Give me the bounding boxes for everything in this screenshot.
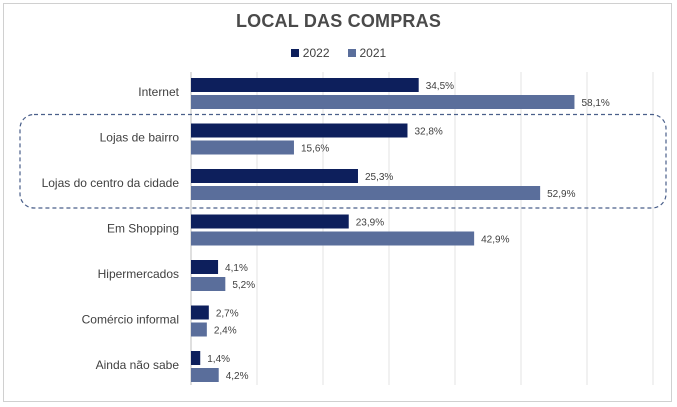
bar-2021: [191, 322, 207, 337]
bar-2022: [191, 169, 358, 183]
bar-2021: [191, 95, 575, 109]
category-label: Comércio informal: [82, 313, 179, 327]
legend-swatch-2021: [347, 49, 356, 57]
bar-2022: [191, 260, 219, 274]
category-label: Lojas de bairro: [100, 131, 180, 145]
bar-2022: [191, 214, 349, 229]
data-label: 23,9%: [356, 218, 384, 229]
bar-2022: [191, 351, 201, 365]
bar-2022: [191, 123, 408, 138]
bar-2021: [191, 186, 541, 200]
category-label: Ainda não sabe: [96, 358, 180, 372]
category-label: Lojas do centro da cidade: [42, 176, 180, 190]
bar-2021: [191, 140, 294, 155]
data-label: 34,5%: [426, 81, 454, 92]
legend-label-2021: 2021: [359, 46, 387, 60]
data-label: 32,8%: [414, 127, 442, 138]
data-label: 52,9%: [547, 189, 575, 200]
data-label: 2,7%: [216, 309, 239, 320]
legend: 2022 2021: [0, 46, 677, 60]
bar-2021: [191, 368, 219, 382]
legend-swatch-2022: [290, 49, 299, 57]
data-label: 42,9%: [481, 235, 509, 246]
highlight-box: [19, 113, 667, 209]
data-label: 25,3%: [365, 172, 393, 183]
bar-2021: [191, 277, 226, 291]
legend-label-2022: 2022: [302, 46, 330, 60]
category-label: Hipermercados: [98, 267, 179, 281]
bar-2021: [191, 231, 475, 246]
chart-title: LOCAL DAS COMPRAS: [235, 11, 442, 31]
bar-2022: [191, 78, 419, 92]
category-label: Em Shopping: [107, 222, 179, 236]
chart-frame: [3, 3, 672, 402]
data-label: 4,2%: [226, 371, 249, 382]
data-label: 58,1%: [581, 98, 609, 109]
bar-2022: [191, 305, 209, 320]
data-label: 15,6%: [301, 144, 329, 155]
legend-item-2021: 2021: [347, 46, 387, 60]
data-label: 2,4%: [214, 326, 237, 337]
data-label: 5,2%: [232, 280, 255, 291]
data-label: 4,1%: [225, 263, 248, 274]
category-label: Internet: [138, 85, 179, 99]
data-label: 1,4%: [207, 354, 230, 365]
legend-item-2022: 2022: [290, 46, 330, 60]
